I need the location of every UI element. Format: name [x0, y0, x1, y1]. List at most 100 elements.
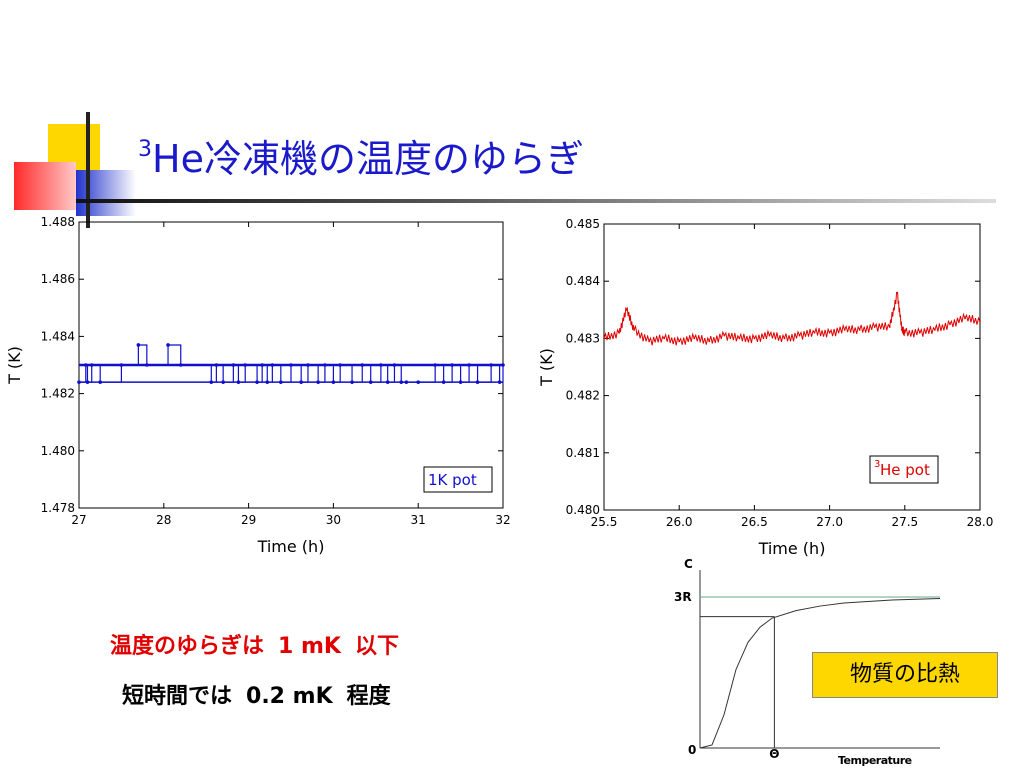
x-tick-label: 27.5 — [891, 515, 918, 529]
series-point — [136, 343, 141, 347]
x-tick-label: 28 — [156, 513, 171, 527]
series-point — [323, 363, 327, 367]
series-point — [89, 363, 94, 367]
series-point — [625, 308, 628, 311]
y-tick-label: 0.480 — [566, 503, 600, 517]
x-tick-label: 27 — [71, 513, 86, 527]
chart-specific-heat-content: C 3R 0 Θ Temperature — [674, 557, 941, 767]
chart-3he-pot-labels: 25.5 26.0 26.5 27.0 27.5 28.0 0.480 0.481 0.482 0… — [537, 217, 993, 558]
series-point — [753, 337, 756, 340]
chart-1k-pot: 27 28 29 30 31 32 1.478 1.480 1.482 1.484 1.486 1.4… — [5, 215, 511, 556]
x-tick-label: 26.0 — [666, 515, 693, 529]
short-term-value: 0.2 mK — [246, 684, 333, 709]
x-tick-label: 30 — [326, 513, 341, 527]
series-point — [858, 328, 861, 331]
legend-box — [869, 455, 939, 484]
series-point — [265, 380, 270, 384]
y-tick-label: 1.478 — [41, 501, 75, 515]
origin-label: 0 — [688, 743, 696, 757]
series-point — [214, 363, 219, 367]
x-axis-label: Time (h) — [758, 539, 826, 558]
x-axis-label: Temperature — [838, 754, 912, 767]
series-point — [379, 363, 383, 367]
y-tick-label: 0.482 — [566, 389, 600, 403]
y-axis-label: T (K) — [5, 346, 24, 385]
title-deco-red-square — [14, 162, 76, 210]
short-term-statement: 短時間では 0.2 mK 程度 — [122, 678, 391, 710]
series-point — [316, 380, 320, 384]
series-point — [236, 380, 241, 384]
series-point — [441, 380, 446, 384]
legend-label: He pot — [880, 461, 930, 479]
series-point — [501, 363, 505, 367]
series-point — [723, 334, 726, 337]
theta-label: Θ — [769, 747, 779, 761]
chart-3he-pot-data — [603, 291, 981, 346]
legend-label: 1K pot — [428, 471, 477, 489]
series-point — [678, 340, 681, 343]
title-text: He冷凍機の温度のゆらぎ — [152, 137, 584, 181]
chart-1k-pot-labels: 27 28 29 30 31 32 1.478 1.480 1.482 1.484 1.486 1.4… — [5, 215, 511, 556]
series-point — [221, 380, 225, 384]
series-point — [166, 343, 170, 347]
series-point — [255, 380, 259, 384]
fluctuation-qualifier: 以下 — [354, 634, 399, 659]
series-point — [467, 363, 471, 367]
legend-box — [423, 466, 493, 493]
series-point — [633, 328, 635, 331]
series-point — [458, 380, 463, 384]
x-tick-label: 31 — [411, 513, 426, 527]
series-point — [83, 363, 88, 367]
y-tick-label: 1.480 — [41, 444, 75, 458]
chart-3he-pot-axes — [603, 223, 981, 511]
series-point — [279, 380, 283, 384]
series-point — [475, 380, 480, 384]
y-tick-label: 0.483 — [566, 331, 600, 345]
series-point — [368, 380, 373, 384]
fluctuation-label: 温度のゆらぎは — [110, 634, 265, 659]
series-point — [243, 363, 248, 367]
series-point — [399, 380, 404, 384]
legend-superscript: 3 — [874, 459, 880, 470]
series-point — [708, 340, 711, 343]
series-point — [768, 334, 771, 337]
series-point — [77, 380, 81, 384]
series-line — [603, 292, 981, 346]
x-tick-label: 28.0 — [967, 515, 994, 529]
series-point — [900, 328, 903, 331]
y-tick-label: 1.488 — [41, 215, 75, 229]
series-point — [497, 380, 502, 384]
specific-heat-callout: 物質の比熱 — [812, 652, 998, 698]
series-point — [145, 363, 149, 367]
y-tick-label: 1.484 — [41, 329, 75, 343]
y-axis-label: T (K) — [537, 348, 556, 387]
series-point — [260, 363, 264, 367]
series-point — [918, 331, 921, 334]
series-point — [798, 334, 801, 337]
series-point — [489, 363, 493, 367]
series-point — [404, 380, 409, 384]
chart-1k-pot-data — [77, 343, 505, 384]
plot-frame — [603, 223, 981, 511]
chart-specific-heat: C 3R 0 Θ Temperature — [674, 557, 941, 767]
x-tick-label: 27.0 — [816, 515, 843, 529]
series-point — [693, 337, 696, 340]
series-point — [331, 380, 336, 384]
series-point — [648, 340, 651, 343]
series-point — [350, 380, 354, 384]
series-point — [979, 320, 981, 323]
series-point — [450, 363, 454, 367]
y-tick-label: 1.486 — [41, 272, 75, 286]
series-point — [873, 326, 876, 328]
reference-label: 3R — [674, 590, 692, 604]
series-point — [416, 380, 421, 384]
series-point — [178, 363, 183, 367]
short-term-qualifier: 程度 — [346, 684, 391, 709]
series-point — [618, 331, 620, 334]
page-title: 3He冷凍機の温度のゆらぎ — [138, 128, 584, 183]
y-tick-label: 0.481 — [566, 446, 600, 460]
short-term-label: 短時間では — [122, 684, 233, 709]
series-point — [949, 323, 951, 325]
series-point — [299, 380, 303, 384]
series-point — [933, 328, 936, 331]
